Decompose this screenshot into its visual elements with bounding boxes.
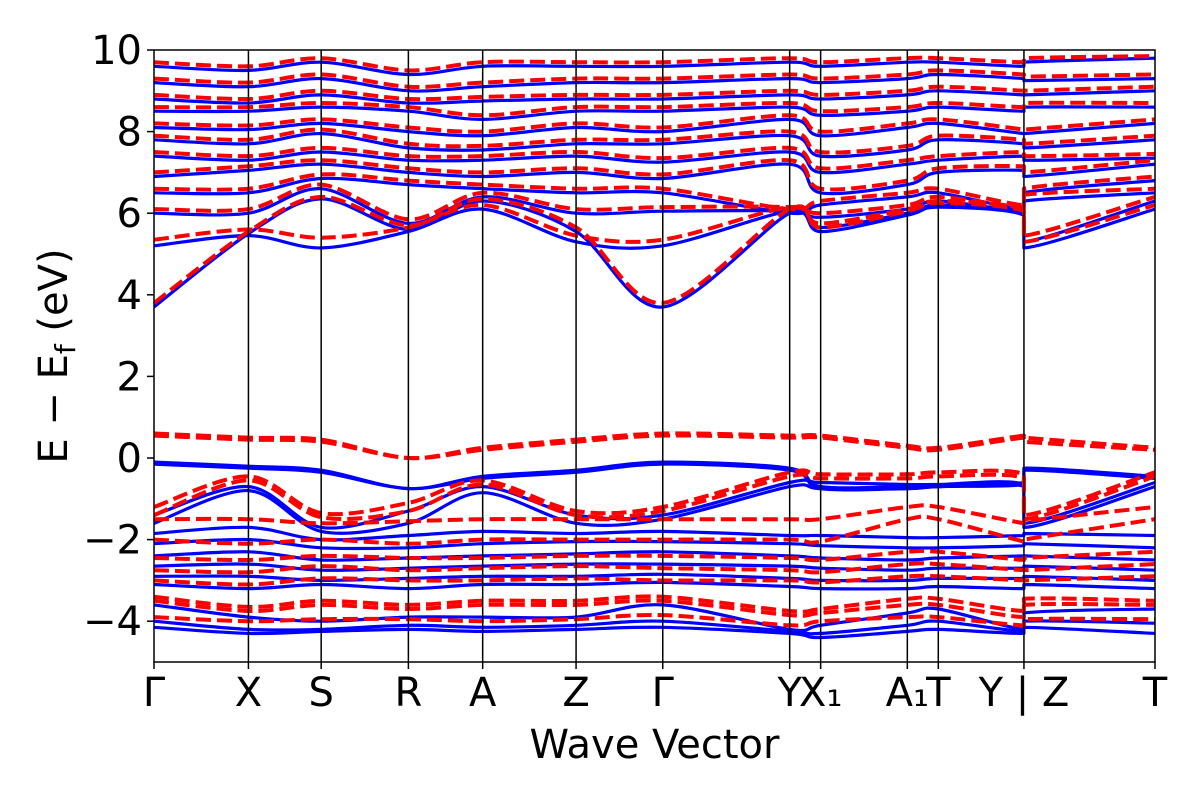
y-axis-title-main: E − E [31, 354, 77, 464]
x-tick-label: X₁ [799, 670, 842, 716]
y-tick-label: 8 [117, 110, 142, 156]
x-tick-label: T [925, 670, 951, 716]
dashed-band-line [154, 68, 1155, 89]
dashed-band-line [154, 514, 1155, 546]
solid-band-line [154, 162, 1155, 196]
y-axis: −4 −2 0 2 4 6 8 10 [83, 28, 154, 645]
dashed-band-line [154, 157, 1155, 192]
plot-area [153, 49, 1156, 663]
x-tick-label: Y | Z [978, 670, 1070, 716]
y-tick-label: 10 [91, 28, 142, 74]
y-tick-label: 2 [117, 354, 142, 400]
y-tick-label: −2 [83, 518, 142, 564]
solid-band-line [154, 580, 1155, 591]
x-axis-title: Wave Vector [530, 722, 781, 768]
dashed-band-line [154, 433, 1155, 461]
y-axis-title-unit: (eV) [31, 248, 77, 344]
bands-solid-series [154, 56, 1155, 640]
dashed-band-line [154, 194, 1155, 244]
y-tick-label: −4 [83, 599, 142, 645]
dashed-band-line [154, 548, 1155, 563]
dashed-band-line [154, 100, 1155, 118]
dashed-band-line [154, 431, 1155, 461]
x-tick-label: Z [562, 670, 589, 716]
x-tick-label: A₁ [886, 670, 929, 716]
y-tick-label: 4 [117, 273, 142, 319]
dashed-band-line [154, 468, 1155, 518]
dashed-band-line [154, 145, 1155, 171]
x-tick-label: Y [776, 670, 802, 716]
solid-band-line [154, 105, 1155, 121]
y-tick-label: 0 [117, 436, 142, 482]
x-tick-label: Γ [652, 670, 675, 716]
y-axis-title-subscript: f [49, 343, 82, 354]
x-tick-label: T [1142, 670, 1168, 716]
solid-band-line [154, 525, 1155, 542]
solid-band-line [154, 197, 1155, 309]
x-tick-label: R [394, 670, 422, 716]
x-tick-label: A [469, 670, 497, 716]
high-symmetry-lines [247, 50, 1025, 662]
y-axis-title: E − Ef (eV) [31, 248, 82, 463]
dashed-band-line [154, 54, 1155, 73]
x-tick-label: S [308, 670, 333, 716]
x-tick-label: X [235, 670, 262, 716]
y-tick-label: 6 [117, 191, 142, 237]
dashed-band-line [154, 612, 1155, 628]
x-tick-label: Γ [143, 670, 166, 716]
dashed-band-line [154, 503, 1155, 526]
plot-frame [153, 49, 1156, 663]
